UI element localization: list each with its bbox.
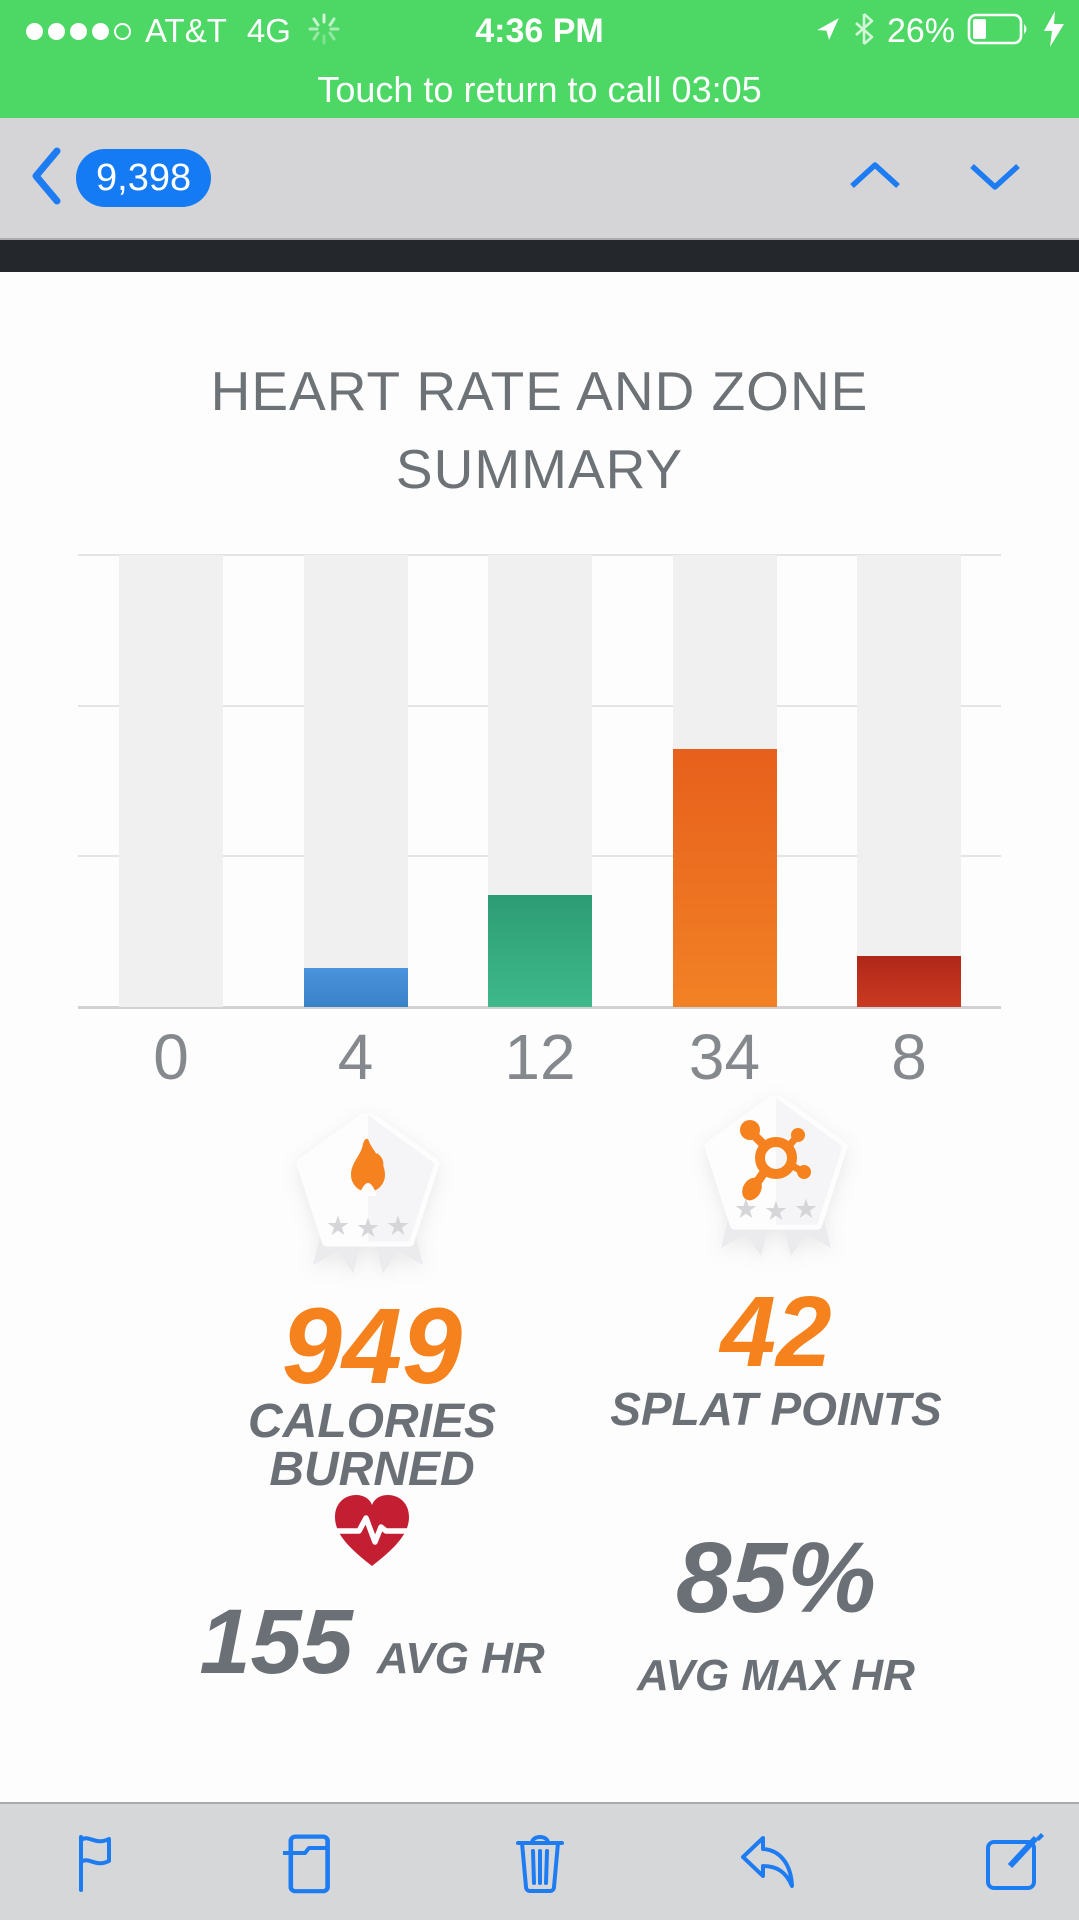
back-button[interactable]: 9,398 bbox=[30, 118, 212, 238]
next-message-button[interactable] bbox=[967, 160, 1023, 197]
svg-text:★: ★ bbox=[326, 1211, 350, 1241]
calories-value: 949 bbox=[281, 1285, 463, 1406]
badge-stars: ★ ★ ★ bbox=[734, 1194, 818, 1226]
delete-button[interactable] bbox=[504, 1826, 576, 1898]
splat-points-label: SPLAT POINTS bbox=[610, 1383, 942, 1435]
chart-value-label-blue-zone: 4 bbox=[337, 1021, 374, 1093]
location-arrow-icon bbox=[815, 16, 841, 47]
chart-value-label-green-zone: 12 bbox=[504, 1021, 576, 1093]
calories-badge: ★ ★ ★ bbox=[293, 1110, 443, 1288]
reply-arrow-icon bbox=[741, 1836, 794, 1888]
avg-hr-stat: 155 AVG HR bbox=[122, 1596, 622, 1688]
trash-icon bbox=[516, 1835, 564, 1893]
folder-icon bbox=[283, 1834, 330, 1894]
chart-value-label-orange-zone: 34 bbox=[688, 1021, 761, 1093]
hr-zone-bar-chart bbox=[78, 554, 1001, 1009]
svg-text:★: ★ bbox=[386, 1211, 410, 1241]
battery-percent-label: 26% bbox=[886, 11, 955, 50]
reply-button[interactable] bbox=[732, 1826, 804, 1898]
mail-nav-bar: 9,398 bbox=[0, 118, 1079, 240]
chart-bar-red-zone bbox=[857, 956, 961, 1007]
compose-button[interactable] bbox=[976, 1826, 1048, 1898]
email-title: HEART RATE AND ZONE SUMMARY bbox=[0, 352, 1079, 508]
status-bar: AT&T 4G 4:36 PM bbox=[0, 0, 1079, 118]
return-to-call-banner[interactable]: Touch to return to call 03:05 bbox=[317, 69, 762, 110]
move-to-folder-button[interactable] bbox=[269, 1826, 341, 1898]
splat-points-badge: ★ ★ ★ bbox=[701, 1093, 851, 1271]
signal-strength-dots bbox=[26, 22, 131, 40]
flame-icon bbox=[351, 1138, 385, 1196]
chart-track-blue-zone bbox=[303, 555, 408, 1007]
chart-value-label-gray-zone: 0 bbox=[153, 1021, 189, 1093]
compose-icon bbox=[986, 1833, 1044, 1890]
svg-text:★: ★ bbox=[794, 1194, 818, 1224]
network-type-label: 4G bbox=[246, 12, 291, 49]
carrier-label: AT&T bbox=[145, 12, 227, 49]
signal-dot bbox=[26, 22, 43, 40]
chart-bar-orange-zone bbox=[672, 749, 777, 1007]
svg-text:★: ★ bbox=[734, 1194, 758, 1224]
chart-bar-green-zone bbox=[488, 895, 592, 1007]
avg-hr-label: AVG HR bbox=[376, 1634, 545, 1683]
previous-message-button[interactable] bbox=[847, 160, 903, 197]
flag-button[interactable] bbox=[64, 1826, 136, 1898]
splat-points-value: 42 bbox=[720, 1276, 832, 1388]
chart-axis-labels: 0 4 12 34 8 bbox=[78, 1020, 1001, 1100]
svg-text:★: ★ bbox=[356, 1213, 380, 1243]
signal-dot bbox=[70, 22, 87, 40]
svg-text:★: ★ bbox=[764, 1196, 788, 1226]
avg-max-hr-value: 85% bbox=[675, 1522, 877, 1634]
orangetheory-splat-icon bbox=[740, 1120, 811, 1201]
avg-hr-value: 155 bbox=[199, 1591, 353, 1693]
badge-stars: ★ ★ ★ bbox=[326, 1211, 410, 1243]
mail-toolbar bbox=[0, 1802, 1079, 1920]
flag-icon bbox=[79, 1835, 111, 1892]
signal-dot bbox=[92, 22, 109, 40]
chart-track-red-zone bbox=[857, 555, 961, 1007]
activity-spinner-icon bbox=[307, 12, 341, 51]
chart-baseline bbox=[78, 1006, 1001, 1009]
email-title-line1: HEART RATE AND ZONE bbox=[210, 360, 869, 422]
email-header-divider bbox=[0, 240, 1079, 272]
back-chevron-icon bbox=[30, 146, 62, 211]
status-time: 4:36 PM bbox=[475, 11, 604, 50]
chart-value-label-red-zone: 8 bbox=[891, 1021, 927, 1093]
charging-bolt-icon bbox=[1043, 10, 1065, 53]
unread-count-badge: 9,398 bbox=[76, 149, 212, 207]
chart-bar-blue-zone bbox=[303, 968, 408, 1007]
signal-dot-empty bbox=[114, 22, 131, 40]
avg-max-hr-label: AVG MAX HR bbox=[637, 1651, 915, 1700]
heart-rate-icon bbox=[329, 1490, 415, 1570]
email-title-line2: SUMMARY bbox=[395, 438, 684, 500]
bluetooth-icon bbox=[853, 12, 875, 51]
calories-label: CALORIES BURNED bbox=[247, 1395, 496, 1496]
signal-dot bbox=[48, 22, 65, 40]
chart-track-gray-zone bbox=[119, 555, 223, 1007]
battery-icon bbox=[967, 13, 1031, 50]
